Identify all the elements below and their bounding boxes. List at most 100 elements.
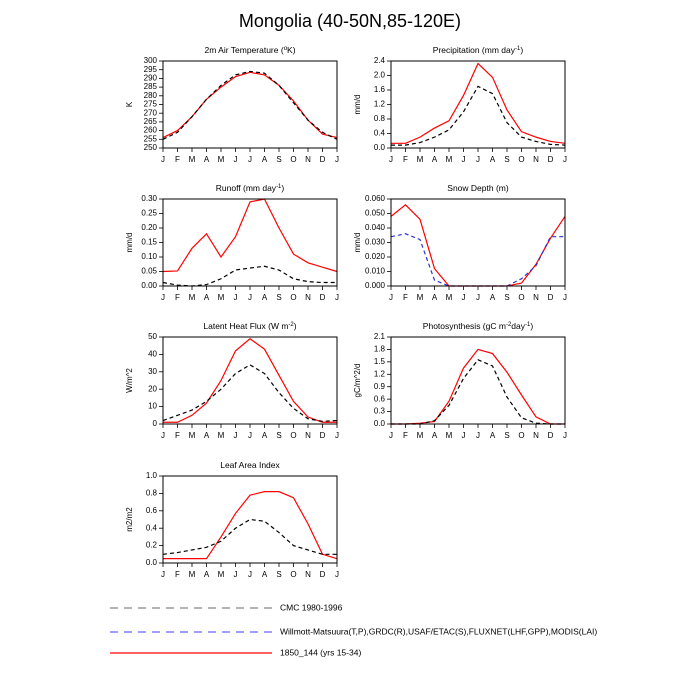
title-part: -2 — [506, 322, 512, 328]
y-tick-label: 0.050 — [365, 209, 386, 218]
y-tick-label: 1.8 — [374, 345, 386, 354]
x-tick-label: M — [417, 293, 424, 302]
x-tick-label: A — [490, 293, 496, 302]
y-tick-label: 0.8 — [374, 114, 386, 123]
x-tick-label: N — [305, 155, 311, 164]
x-tick-label: J — [248, 155, 252, 164]
x-tick-label: D — [320, 293, 326, 302]
data-line — [162, 70, 338, 140]
y-tick-label: 260 — [144, 126, 158, 135]
plot-frame — [162, 475, 338, 564]
x-tick-label: J — [161, 155, 165, 164]
y-axis-label: mm/d — [353, 233, 362, 253]
x-tick-label: F — [403, 431, 408, 440]
data-line — [163, 337, 337, 423]
x-tick-label: A — [204, 293, 210, 302]
y-tick-label: 285 — [144, 82, 158, 91]
y-axis-label: mm/d — [125, 233, 134, 253]
x-tick-label: M — [189, 155, 196, 164]
y-tick-label: 0.0 — [374, 143, 386, 152]
x-tick-label: A — [432, 431, 438, 440]
title-part: -1 — [515, 46, 521, 52]
plot-frame — [390, 60, 566, 149]
y-tick-label: 30 — [148, 367, 157, 376]
y-tick-label: 2.1 — [374, 332, 386, 341]
y-tick-label: 0.15 — [141, 238, 157, 247]
y-tick-label: 0.030 — [365, 238, 386, 247]
x-tick-label: S — [504, 155, 509, 164]
x-tick-label: J — [462, 431, 466, 440]
y-tick-label: 275 — [144, 100, 158, 109]
y-tick-label: 0.30 — [141, 194, 157, 203]
legend-label: CMC 1980-1996 — [280, 602, 343, 612]
panel-title: 2m Air Temperature (oK) — [204, 45, 295, 55]
title-part: Photosynthesis (gC m — [423, 321, 506, 331]
y-tick-label: 255 — [144, 134, 158, 143]
x-tick-label: J — [248, 570, 252, 579]
data-line — [390, 203, 566, 287]
y-tick-label: 20 — [148, 384, 157, 393]
y-tick-label: 280 — [144, 91, 158, 100]
x-tick-label: J — [161, 431, 165, 440]
panel-title: Leaf Area Index — [220, 460, 280, 470]
data-line — [391, 348, 565, 425]
x-tick-label: J — [462, 155, 466, 164]
data-line — [163, 491, 338, 560]
title-part: day — [511, 321, 525, 331]
x-tick-label: F — [175, 155, 180, 164]
title-part: -1 — [525, 322, 531, 328]
x-tick-label: J — [335, 570, 339, 579]
x-tick-label: A — [262, 431, 268, 440]
x-tick-label: J — [335, 293, 339, 302]
x-tick-label: M — [218, 293, 225, 302]
x-tick-label: O — [290, 155, 296, 164]
x-tick-label: N — [305, 431, 311, 440]
x-tick-label: F — [175, 431, 180, 440]
y-tick-label: 0.2 — [146, 541, 158, 550]
x-tick-label: F — [403, 293, 408, 302]
title-part: o — [284, 46, 288, 52]
y-tick-label: 0.020 — [365, 252, 386, 261]
x-tick-label: O — [290, 293, 296, 302]
x-tick-label: J — [161, 293, 165, 302]
x-tick-label: J — [389, 293, 393, 302]
title-part: ) — [294, 321, 297, 331]
y-tick-label: 1.2 — [374, 100, 386, 109]
x-tick-label: O — [518, 431, 524, 440]
x-tick-label: J — [248, 431, 252, 440]
y-tick-label: 40 — [148, 350, 157, 359]
x-tick-label: N — [533, 431, 539, 440]
title-part: 2m Air Temperature ( — [204, 45, 283, 55]
title-part: ) — [281, 183, 284, 193]
data-line — [390, 233, 565, 287]
y-tick-label: 0.6 — [146, 506, 158, 515]
data-line — [162, 71, 338, 139]
x-tick-label: J — [476, 155, 480, 164]
y-tick-label: 1.6 — [374, 85, 386, 94]
y-tick-label: 295 — [144, 65, 158, 74]
x-tick-label: D — [548, 431, 554, 440]
panel-title: Runoff (mm day-1) — [216, 183, 285, 193]
title-part: Precipitation (mm day — [433, 45, 516, 55]
plot-frame — [162, 336, 338, 425]
x-tick-label: A — [490, 431, 496, 440]
y-tick-label: 0.4 — [374, 129, 386, 138]
x-tick-label: A — [432, 293, 438, 302]
panel-title: Photosynthesis (gC m-2day-1) — [423, 321, 534, 331]
y-tick-label: 250 — [144, 143, 158, 152]
y-axis-label: gC/m^2/d — [353, 364, 362, 398]
x-tick-label: D — [548, 293, 554, 302]
x-tick-label: J — [248, 293, 252, 302]
x-tick-label: M — [189, 431, 196, 440]
y-tick-label: 0.0 — [146, 558, 158, 567]
x-tick-label: A — [262, 293, 268, 302]
panel-title: Latent Heat Flux (W m-2) — [203, 321, 296, 331]
panel-title: Snow Depth (m) — [447, 183, 509, 193]
y-tick-label: 0.0 — [374, 419, 386, 428]
x-tick-label: D — [320, 570, 326, 579]
x-tick-label: J — [161, 570, 165, 579]
x-tick-label: J — [234, 570, 238, 579]
panel-title: Precipitation (mm day-1) — [433, 45, 524, 55]
y-tick-label: 270 — [144, 108, 158, 117]
y-axis-label: W/m^2 — [125, 368, 134, 393]
